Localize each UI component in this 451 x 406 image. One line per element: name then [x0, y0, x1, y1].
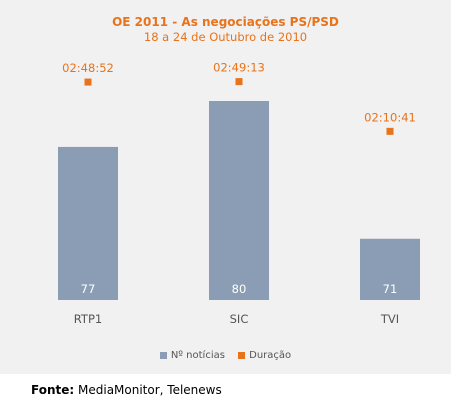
bar-sic	[209, 101, 269, 300]
category-label-tvi: TVI	[380, 312, 399, 326]
duration-label-tvi: 02:10:41	[364, 110, 416, 124]
bar-value-label-sic: 80	[232, 282, 247, 296]
source-label: Fonte:	[31, 383, 75, 397]
legend-swatch-noticias	[159, 352, 167, 359]
legend-item-duracao: Duração	[238, 350, 291, 361]
chart-subtitle: 18 a 24 de Outubro de 2010	[143, 30, 308, 44]
duration-label-sic: 02:49:13	[213, 61, 265, 75]
chart-svg: 77 RTP1 02:48:52 80 SIC 02:49:13 71 TVI 02:10:41	[58, 61, 420, 326]
chart-title: OE 2011 - As negociações PS/PSD	[112, 15, 339, 29]
duration-marker-tvi	[386, 127, 394, 135]
source-text: MediaMonitor, Telenews	[78, 383, 222, 397]
source-note: Fonte: MediaMonitor, Telenews	[31, 383, 222, 397]
bar-value-label-tvi: 71	[383, 282, 398, 296]
category-label-rtp1: RTP1	[74, 312, 102, 326]
bar-tvi	[360, 238, 420, 300]
legend-label-duracao: Duração	[249, 350, 292, 361]
duration-label-rtp1: 02:48:52	[62, 61, 114, 75]
duration-marker-sic	[235, 78, 243, 86]
duration-marker-rtp1	[84, 78, 92, 86]
legend-swatch-duracao	[238, 352, 246, 359]
bar-value-label-rtp1: 77	[81, 282, 96, 296]
chart-legend: Nº notícias Duração	[0, 350, 451, 362]
category-label-sic: SIC	[230, 312, 249, 326]
bar-rtp1	[58, 146, 118, 300]
legend-label-noticias: Nº notícias	[170, 350, 225, 361]
legend-item-noticias: Nº notícias	[159, 350, 225, 361]
